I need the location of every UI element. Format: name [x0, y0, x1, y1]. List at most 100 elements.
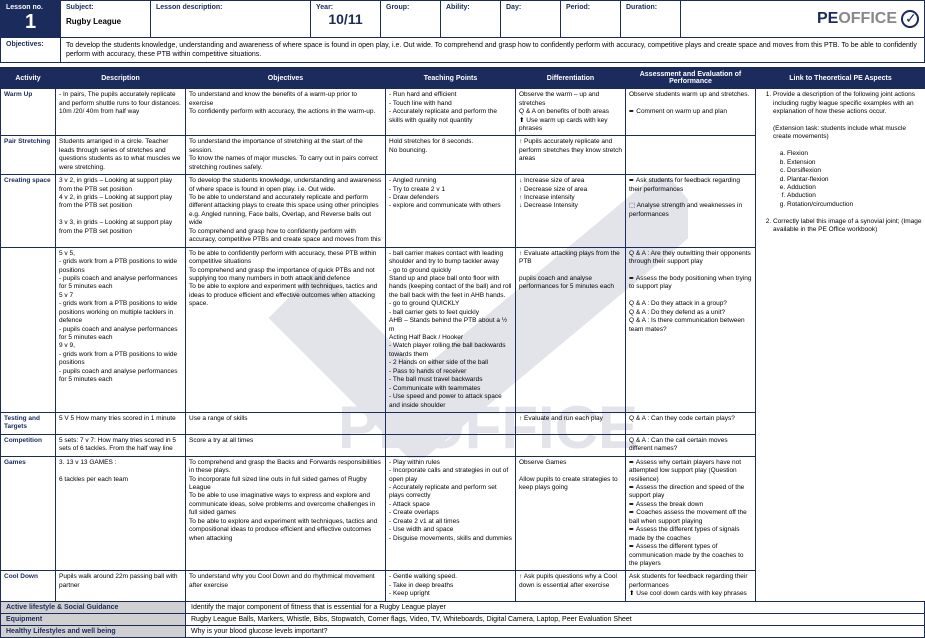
table-header-row: Activity Description Objectives Teaching… — [1, 68, 925, 89]
cooldown-activity: Cool Down — [1, 571, 56, 601]
footer-active: Active lifestyle & Social Guidance Ident… — [0, 602, 925, 614]
day-label: Day: — [506, 4, 555, 11]
link-ext: (Extension task: students include what m… — [773, 125, 906, 140]
col-teaching: Teaching Points — [386, 68, 516, 89]
col-link: Link to Theoretical PE Aspects — [756, 68, 925, 89]
comp-obj: Score a try at all times — [186, 434, 386, 456]
link-intro: Provide a description of the following j… — [773, 91, 915, 115]
link-item-1: Provide a description of the following j… — [773, 91, 922, 209]
lesson-desc-label: Lesson description: — [156, 4, 305, 11]
subject-label: Subject: — [66, 4, 145, 11]
pair-obj: To understand the importance of stretchi… — [186, 136, 386, 175]
creating-tp: - Angled running- Try to create 2 v 1- D… — [386, 175, 516, 248]
subject-value: Rugby League — [66, 17, 145, 26]
duration-cell: Duration: — [621, 1, 681, 37]
link-f: Abduction — [787, 192, 922, 200]
comp-diff — [516, 434, 626, 456]
link-item-2: Correctly label this image of a synovial… — [773, 218, 922, 235]
year-label: Year: — [316, 4, 375, 11]
link-c: Dorsiflexion — [787, 167, 922, 175]
logo-cell: PEOFFICE — [681, 1, 924, 37]
lesson-no-label: Lesson no. — [6, 4, 55, 11]
comp-tp — [386, 434, 516, 456]
ptb-desc: 5 v 5,- grids work from a PTB positions … — [56, 247, 186, 412]
main-table: Activity Description Objectives Teaching… — [0, 67, 925, 602]
duration-label: Duration: — [626, 4, 675, 11]
warmup-activity: Warm Up — [1, 89, 56, 136]
games-assess: ➨ Assess why certain players have not at… — [626, 456, 756, 571]
col-assess: Assessment and Evaluation of Performance — [626, 68, 756, 89]
warmup-diff: Observe the warm – up and stretchesQ & A… — [516, 89, 626, 136]
pair-assess — [626, 136, 756, 175]
year-cell: Year: 10/11 — [311, 1, 381, 37]
header-row: Lesson no. 1 Subject: Rugby League Lesso… — [0, 0, 925, 38]
creating-activity: Creating space — [1, 175, 56, 248]
ability-cell: Ability: — [441, 1, 501, 37]
games-desc: 3. 13 v 13 GAMES :6 tackles per each tea… — [56, 456, 186, 571]
active-text: Identify the major component of fitness … — [186, 602, 924, 613]
comp-desc: 5 sets: 7 v 7: How many tries scored in … — [56, 434, 186, 456]
cooldown-tp: - Gentle walking speed.- Take in deep br… — [386, 571, 516, 601]
ptb-assess: Q & A : Are they outwitting their oppone… — [626, 247, 756, 412]
link-g: Rotation/circumduction — [787, 201, 922, 209]
ptb-obj: To be able to confidently perform with a… — [186, 247, 386, 412]
warmup-tp: - Run hard and efficient- Touch line wit… — [386, 89, 516, 136]
link-e: Adduction — [787, 184, 922, 192]
ability-label: Ability: — [446, 4, 495, 11]
objectives-row: Objectives: To develop the students know… — [0, 38, 925, 63]
active-label: Active lifestyle & Social Guidance — [1, 602, 186, 613]
comp-assess: Q & A : Can the call certain moves diffe… — [626, 434, 756, 456]
group-cell: Group: — [381, 1, 441, 37]
warmup-desc: - In pairs, The pupils accurately replic… — [56, 89, 186, 136]
healthy-text: Why is your blood glucose levels importa… — [186, 626, 924, 637]
period-label: Period: — [566, 4, 615, 11]
link-letters: Flexion Extension Dorsiflexion Plantar-f… — [773, 150, 922, 209]
objectives-label: Objectives: — [1, 38, 61, 62]
link-a: Flexion — [787, 150, 922, 158]
lesson-no-cell: Lesson no. 1 — [1, 1, 61, 37]
ptb-tp: - ball carrier makes contact with leadin… — [386, 247, 516, 412]
footer-healthy: Healthy Lifestyles and well being Why is… — [0, 626, 925, 638]
subject-cell: Subject: Rugby League — [61, 1, 151, 37]
cooldown-obj: To understand why you Cool Down and do r… — [186, 571, 386, 601]
equip-label: Equipment — [1, 614, 186, 625]
year-value: 10/11 — [316, 11, 375, 27]
creating-obj: To develop the students knowledge, under… — [186, 175, 386, 248]
day-cell: Day: — [501, 1, 561, 37]
ptb-activity — [1, 247, 56, 412]
games-obj: To comprehend and grasp the Backs and Fo… — [186, 456, 386, 571]
cooldown-assess: Ask students for feedback regarding thei… — [626, 571, 756, 601]
link-d: Plantar-flexion — [787, 176, 922, 184]
games-diff: Observe GamesAllow pupils to create stra… — [516, 456, 626, 571]
creating-desc: 3 v 2, in grids – Looking at support pla… — [56, 175, 186, 248]
col-description: Description — [56, 68, 186, 89]
col-objectives: Objectives — [186, 68, 386, 89]
pair-activity: Pair Stretching — [1, 136, 56, 175]
ptb-diff: ↑ Evaluate attacking plays from the PTBp… — [516, 247, 626, 412]
cooldown-desc: Pupils walk around 22m passing ball with… — [56, 571, 186, 601]
col-activity: Activity — [1, 68, 56, 89]
testing-assess: Q & A : Can they code certain plays? — [626, 412, 756, 434]
lesson-desc-cell: Lesson description: — [151, 1, 311, 37]
lesson-no-value: 1 — [6, 11, 55, 34]
healthy-label: Healthy Lifestyles and well being — [1, 626, 186, 637]
testing-activity: Testing and Targets — [1, 412, 56, 434]
link-cell: Provide a description of the following j… — [756, 89, 925, 602]
check-icon — [901, 10, 919, 28]
creating-assess: ➨ Ask students for feedback regarding th… — [626, 175, 756, 248]
games-activity: Games — [1, 456, 56, 571]
col-diff: Differentiation — [516, 68, 626, 89]
logo-text: PEOFFICE — [817, 10, 897, 28]
period-cell: Period: — [561, 1, 621, 37]
row-warmup: Warm Up - In pairs, The pupils accuratel… — [1, 89, 925, 136]
testing-diff: ↑ Evaluate and run each play — [516, 412, 626, 434]
objectives-text: To develop the students knowledge, under… — [61, 38, 924, 62]
group-label: Group: — [386, 4, 435, 11]
testing-tp — [386, 412, 516, 434]
testing-desc: 5 V 5 How many tries scored in 1 minute — [56, 412, 186, 434]
creating-diff: ↓ Increase size of area↑ Decrease size o… — [516, 175, 626, 248]
link-b: Extension — [787, 159, 922, 167]
footer-equip: Equipment Rugby League Balls, Markers, W… — [0, 614, 925, 626]
warmup-obj: To understand and know the benefits of a… — [186, 89, 386, 136]
pair-desc: Students arranged in a circle. Teacher l… — [56, 136, 186, 175]
